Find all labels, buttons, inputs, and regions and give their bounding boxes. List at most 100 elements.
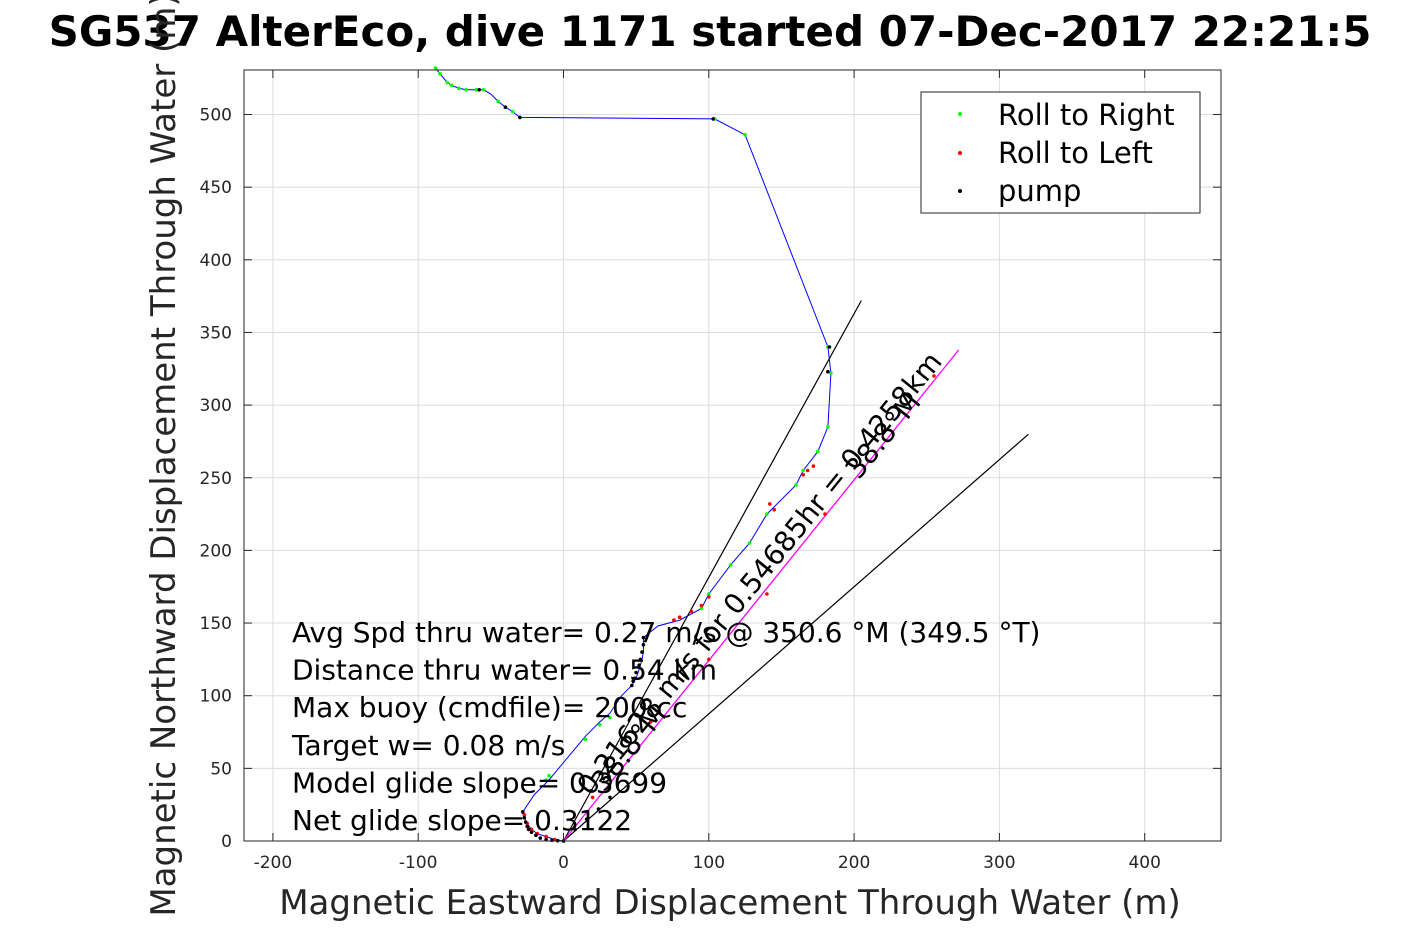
pump-point	[534, 833, 538, 837]
roll-right-point	[547, 773, 551, 778]
roll-right-point	[747, 541, 752, 545]
y-tick-label: 50	[210, 759, 232, 779]
legend: Roll to Right Roll to Left pump	[920, 91, 1201, 214]
pump-point	[640, 650, 644, 654]
pump-point	[522, 816, 527, 820]
pump-point	[641, 643, 646, 647]
roll-left-point	[672, 618, 676, 622]
roll-right-point	[826, 425, 830, 429]
pump-point	[634, 670, 638, 675]
y-tick-label: 100	[200, 687, 232, 707]
roll-left-point	[522, 813, 527, 817]
legend-marker-pump	[958, 189, 962, 193]
legend-marker-roll-right	[958, 112, 962, 116]
pump-point	[631, 679, 635, 683]
roll-left-point	[772, 507, 776, 512]
pump-point	[641, 635, 646, 640]
roll-right-point	[598, 723, 602, 727]
roll-left-point	[590, 795, 595, 800]
roll-right-point	[464, 88, 468, 92]
roll-left-point	[677, 615, 682, 619]
y-tick-label: 300	[200, 396, 232, 416]
roll-right-point	[699, 606, 704, 611]
roll-right-point	[794, 483, 798, 487]
roll-right-point	[707, 592, 711, 596]
roll-right-point	[496, 99, 500, 104]
pump-point	[573, 827, 577, 832]
pump-point	[550, 838, 554, 843]
x-tick-label: 300	[983, 853, 1015, 873]
track-line	[435, 67, 832, 842]
roll-left-point	[768, 502, 772, 506]
roll-left-point	[529, 827, 534, 832]
roll-left-point	[553, 837, 557, 842]
x-tick-label: -200	[254, 853, 293, 873]
pump-point	[608, 795, 612, 800]
roll-right-point	[445, 80, 450, 85]
pump-point	[584, 817, 589, 821]
legend-label-pump: pump	[998, 174, 1081, 208]
roll-right-point	[544, 778, 548, 782]
roll-right-point	[583, 737, 588, 742]
pump-point	[525, 824, 529, 829]
pump-point	[596, 807, 601, 811]
roll-left-point	[823, 512, 827, 516]
pump-point	[523, 820, 528, 824]
pump-point	[477, 88, 482, 92]
roll-left-point	[801, 473, 805, 477]
y-tick-label: 450	[200, 178, 232, 198]
roll-left-point	[707, 657, 711, 662]
legend-marker-roll-left	[958, 151, 962, 155]
pump-point	[826, 369, 830, 374]
roll-right-point	[743, 133, 747, 137]
stat-annotation: Net glide slope= 0.3122	[292, 804, 632, 837]
roll-left-point	[648, 720, 653, 724]
stat-annotation: Max buoy (cmdfile)= 200 cc	[292, 691, 687, 724]
y-tick-label: 250	[200, 469, 232, 489]
y-tick-label: 400	[200, 251, 232, 271]
x-tick-label: -100	[399, 853, 438, 873]
chart-title: SG537 AlterEco, dive 1171 started 07-Dec…	[49, 7, 1372, 56]
heading-line	[563, 433, 1029, 842]
tick-marks	[244, 70, 1221, 842]
y-axis-label: Magnetic Northward Displacement Through …	[144, 0, 184, 917]
roll-right-point	[728, 563, 733, 567]
pump-point	[711, 117, 715, 121]
roll-left-point	[881, 429, 885, 434]
y-tick-label: 0	[221, 832, 232, 852]
roll-left-point	[689, 609, 694, 614]
roll-right-point	[433, 66, 438, 70]
pump-point	[518, 115, 522, 120]
legend-label-roll-left: Roll to Left	[998, 136, 1153, 170]
x-tick-label: 0	[558, 853, 569, 873]
roll-right-point	[449, 83, 454, 88]
x-tick-labels: -200 -100 0 100 200 300 400	[254, 853, 1161, 873]
roll-right-point	[438, 72, 442, 76]
roll-right-point	[481, 88, 486, 92]
roll-left-point	[699, 603, 704, 608]
y-tick-label: 350	[200, 323, 232, 343]
axes-frame	[243, 69, 1222, 842]
pump-point	[630, 683, 634, 688]
pump-point	[544, 837, 548, 842]
pump-point	[827, 345, 832, 349]
stat-annotation: Model glide slope= 0.3699	[292, 766, 667, 799]
roll-left-point	[805, 468, 810, 473]
x-tick-label: 100	[693, 853, 725, 873]
pump-point	[521, 810, 525, 814]
statistics-annotations: Avg Spd thru water= 0.27 m/s @ 350.6 °M …	[291, 616, 1040, 837]
roll-right-point	[510, 109, 515, 114]
roll-right-point	[829, 371, 833, 375]
roll-right-point	[608, 715, 612, 720]
roll-left-point	[932, 374, 936, 378]
x-tick-label: 200	[838, 853, 870, 873]
net-displacement-line	[562, 349, 960, 842]
y-tick-label: 200	[200, 541, 232, 561]
heading-lines	[562, 300, 1029, 842]
stat-annotation: Target w= 0.08 m/s	[291, 729, 565, 762]
y-tick-labels: 0 50 100 150 200 250 300 350 400 450 500	[200, 106, 232, 853]
pump-point	[538, 836, 543, 840]
roll-left-point	[707, 595, 711, 599]
stat-annotation: Distance thru water= 0.54 km	[292, 654, 717, 687]
